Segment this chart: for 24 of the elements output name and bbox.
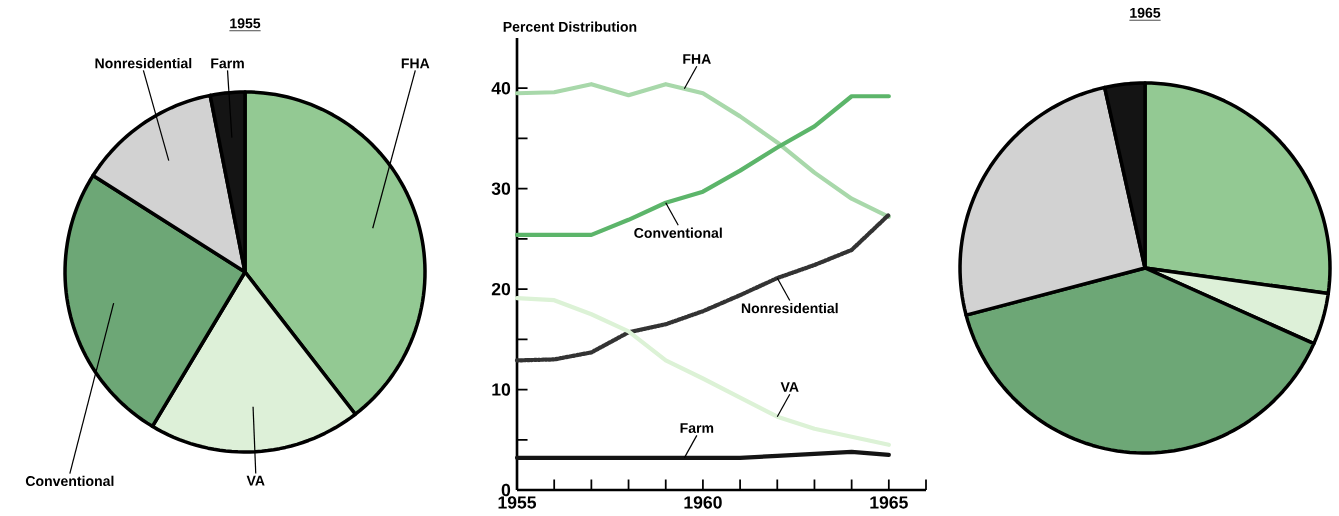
y-tick-label: 20	[491, 282, 511, 296]
slice-label: FHA	[401, 58, 430, 69]
y-tick-label: 10	[492, 383, 511, 396]
x-tick-label: 1955	[498, 496, 537, 509]
slice-label: Nonresidential	[95, 57, 192, 69]
y-tick-label: 40	[491, 82, 511, 95]
line-series	[514, 82, 891, 219]
series-label: Conventional	[634, 227, 722, 238]
slice-label: Conventional	[25, 475, 114, 487]
line-series	[514, 296, 891, 447]
slice-label: Farm	[211, 58, 244, 69]
series-label: Nonresidential	[741, 302, 838, 314]
series-label: VA	[780, 382, 799, 392]
x-tick-label: 1960	[684, 496, 722, 509]
x-tick-label: 1965	[870, 496, 908, 509]
chart-title: 1955	[230, 18, 261, 29]
line-series	[514, 212, 891, 363]
chart-title: 1965	[1130, 7, 1161, 18]
y-tick-label: 0	[501, 483, 511, 497]
slice-label: VA	[246, 475, 265, 486]
y-axis-title: Percent Distribution	[503, 21, 637, 32]
series-label: Farm	[680, 423, 714, 433]
y-tick-label: 30	[491, 182, 511, 195]
series-label: FHA	[683, 54, 711, 64]
